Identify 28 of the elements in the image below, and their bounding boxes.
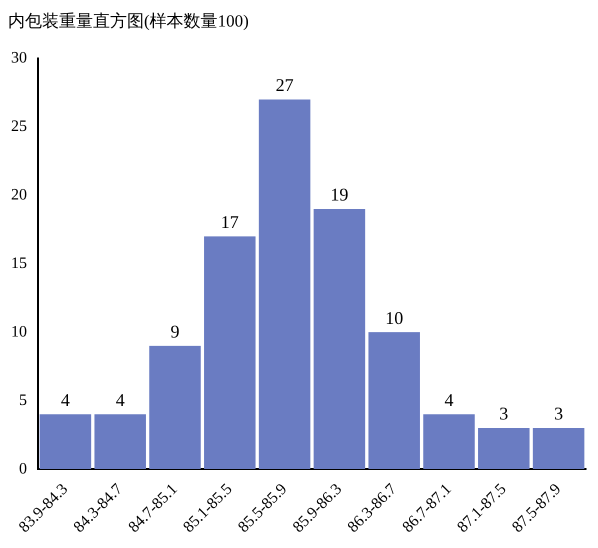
y-tick-label: 10 — [11, 323, 27, 340]
data-label: 4 — [444, 390, 454, 410]
data-label: 4 — [116, 390, 125, 410]
bar — [478, 428, 530, 470]
data-label: 10 — [385, 308, 404, 328]
data-label: 3 — [499, 404, 508, 424]
y-tick-label: 0 — [19, 460, 27, 478]
y-tick-label: 5 — [19, 392, 27, 409]
data-label: 4 — [60, 390, 70, 410]
y-tick-label: 15 — [11, 254, 27, 272]
bar — [368, 332, 420, 470]
bar — [94, 414, 146, 470]
bar — [149, 346, 201, 470]
data-label: 27 — [276, 75, 294, 96]
bar — [40, 414, 92, 470]
bar — [423, 414, 475, 470]
bar — [204, 236, 256, 470]
y-tick-label: 25 — [11, 118, 27, 136]
bar — [532, 428, 584, 470]
bar — [258, 99, 310, 470]
y-tick-label: 20 — [11, 186, 27, 204]
data-label: 9 — [170, 322, 180, 342]
data-label: 3 — [554, 404, 564, 424]
y-tick-label: 30 — [11, 50, 27, 67]
chart-title: 内包装重量直方图(样本数量100) — [8, 12, 249, 31]
data-label: 19 — [330, 184, 348, 205]
data-label: 17 — [220, 212, 239, 232]
bar — [314, 208, 366, 470]
